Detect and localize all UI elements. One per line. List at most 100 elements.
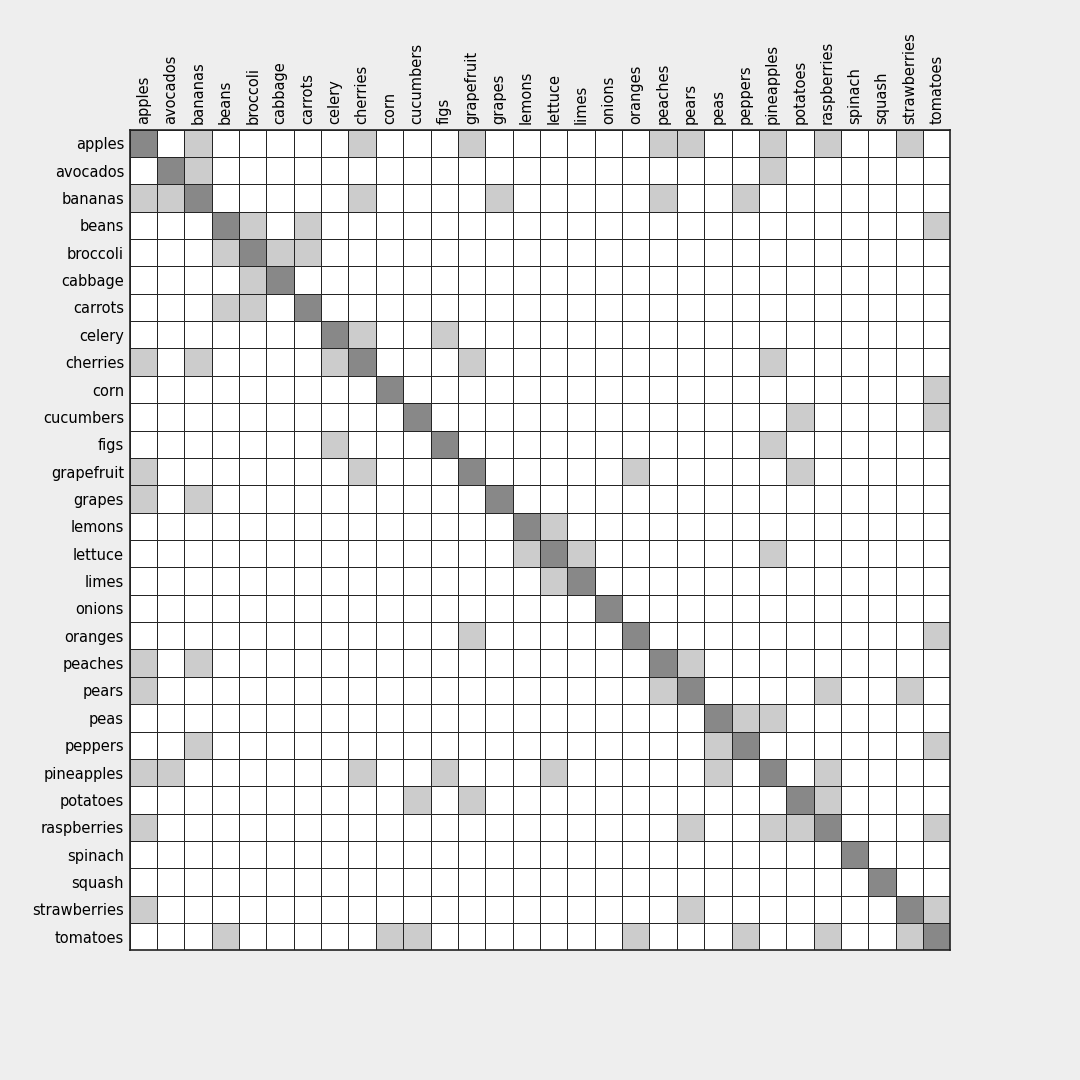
Bar: [431, 376, 458, 403]
Bar: [567, 349, 595, 376]
Bar: [759, 759, 786, 786]
Bar: [267, 403, 294, 431]
Bar: [895, 458, 923, 485]
Bar: [786, 267, 813, 294]
Bar: [595, 649, 622, 677]
Bar: [731, 759, 759, 786]
Bar: [731, 267, 759, 294]
Bar: [185, 485, 212, 513]
Bar: [622, 759, 649, 786]
Bar: [239, 267, 267, 294]
Bar: [677, 923, 704, 950]
Bar: [540, 649, 567, 677]
Bar: [759, 540, 786, 567]
Bar: [403, 130, 431, 157]
Bar: [841, 403, 868, 431]
Bar: [595, 841, 622, 868]
Bar: [622, 813, 649, 841]
Bar: [485, 349, 513, 376]
Bar: [349, 704, 376, 731]
Bar: [813, 868, 841, 895]
Bar: [458, 485, 485, 513]
Bar: [157, 704, 185, 731]
Bar: [403, 813, 431, 841]
Bar: [677, 813, 704, 841]
Bar: [677, 485, 704, 513]
Bar: [376, 130, 403, 157]
Bar: [540, 349, 567, 376]
Bar: [649, 403, 677, 431]
Bar: [294, 458, 321, 485]
Bar: [130, 403, 157, 431]
Bar: [294, 185, 321, 212]
Bar: [731, 376, 759, 403]
Bar: [649, 485, 677, 513]
Bar: [239, 567, 267, 595]
Bar: [212, 485, 239, 513]
Bar: [540, 185, 567, 212]
Bar: [431, 321, 458, 349]
Bar: [130, 294, 157, 321]
Bar: [595, 267, 622, 294]
Bar: [185, 649, 212, 677]
Bar: [349, 868, 376, 895]
Bar: [267, 759, 294, 786]
Bar: [895, 321, 923, 349]
Bar: [759, 595, 786, 622]
Bar: [376, 540, 403, 567]
Bar: [622, 130, 649, 157]
Bar: [321, 239, 349, 267]
Bar: [130, 212, 157, 239]
Bar: [786, 458, 813, 485]
Bar: [403, 485, 431, 513]
Bar: [868, 157, 895, 185]
Bar: [786, 540, 813, 567]
Bar: [895, 923, 923, 950]
Bar: [513, 458, 540, 485]
Bar: [649, 895, 677, 923]
Bar: [212, 895, 239, 923]
Bar: [458, 923, 485, 950]
Bar: [731, 130, 759, 157]
Bar: [212, 649, 239, 677]
Bar: [130, 895, 157, 923]
Bar: [349, 239, 376, 267]
Bar: [294, 813, 321, 841]
Bar: [677, 349, 704, 376]
Bar: [349, 349, 376, 376]
Bar: [759, 649, 786, 677]
Bar: [349, 567, 376, 595]
Bar: [595, 157, 622, 185]
Bar: [704, 239, 731, 267]
Bar: [431, 622, 458, 649]
Bar: [540, 239, 567, 267]
Bar: [649, 212, 677, 239]
Bar: [704, 513, 731, 540]
Bar: [349, 731, 376, 759]
Bar: [813, 239, 841, 267]
Bar: [868, 458, 895, 485]
Bar: [294, 321, 321, 349]
Bar: [540, 540, 567, 567]
Bar: [403, 540, 431, 567]
Bar: [595, 513, 622, 540]
Bar: [622, 649, 649, 677]
Bar: [130, 321, 157, 349]
Bar: [841, 458, 868, 485]
Bar: [458, 595, 485, 622]
Bar: [458, 540, 485, 567]
Bar: [813, 595, 841, 622]
Bar: [567, 212, 595, 239]
Bar: [294, 868, 321, 895]
Bar: [130, 841, 157, 868]
Bar: [813, 895, 841, 923]
Bar: [185, 458, 212, 485]
Bar: [239, 704, 267, 731]
Bar: [513, 895, 540, 923]
Bar: [868, 130, 895, 157]
Bar: [786, 786, 813, 813]
Bar: [841, 868, 868, 895]
Bar: [267, 813, 294, 841]
Bar: [567, 786, 595, 813]
Bar: [759, 895, 786, 923]
